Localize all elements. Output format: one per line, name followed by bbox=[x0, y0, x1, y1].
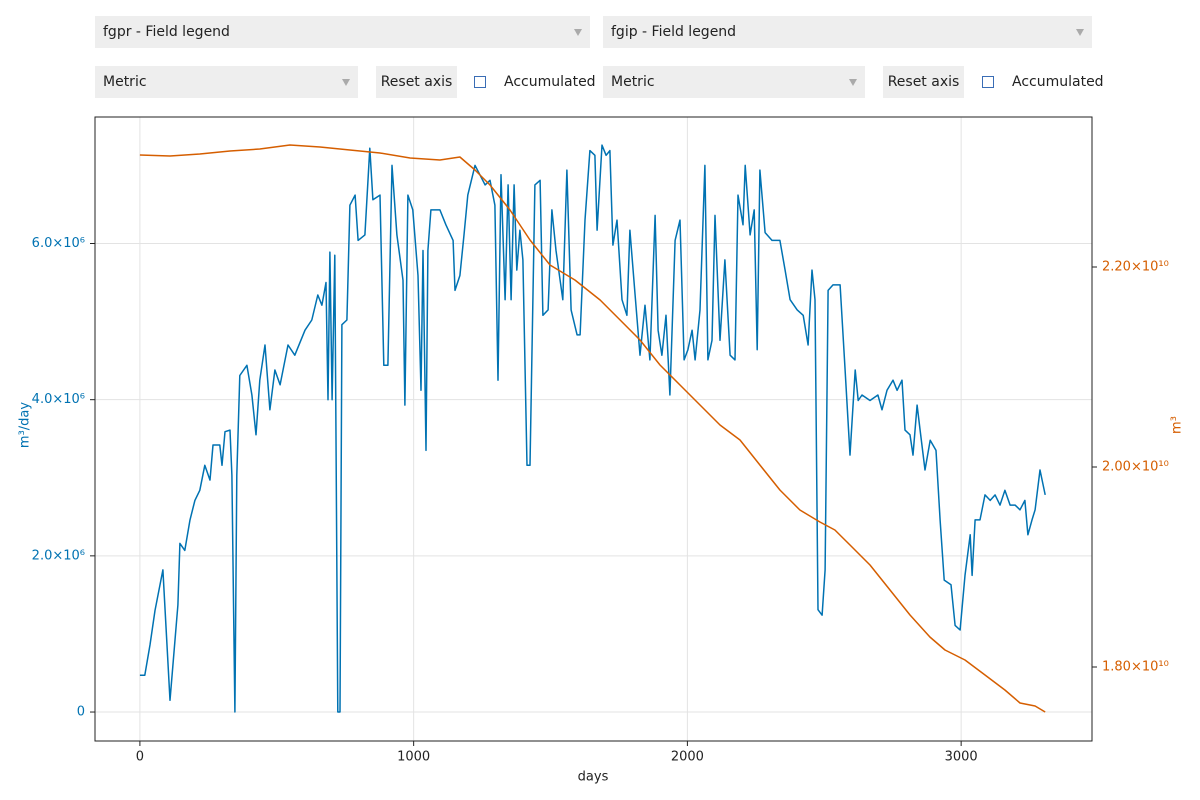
x-tick-label: 1000 bbox=[397, 750, 430, 765]
accumulated-checkbox[interactable] bbox=[474, 76, 486, 88]
x-tick-label: 3000 bbox=[945, 750, 978, 765]
unit-select-text: Metric bbox=[611, 74, 655, 90]
unit-select-text: Metric bbox=[103, 74, 147, 90]
series-line bbox=[139, 144, 1046, 713]
y2-tick-label: 2.20×10¹⁰ bbox=[1102, 260, 1169, 275]
series-line bbox=[139, 144, 1046, 713]
reset-button-text: Reset axis bbox=[380, 74, 453, 90]
x-tick-label: 2000 bbox=[671, 750, 704, 765]
plot-frame bbox=[94, 116, 1093, 742]
accumulated-label: Accumulated bbox=[1012, 74, 1104, 90]
y-tick-label: 6.0×10⁶ bbox=[32, 236, 85, 251]
unit-select[interactable]: Metric bbox=[603, 66, 865, 98]
accumulated-checkbox[interactable] bbox=[982, 76, 994, 88]
y2-tick-label: 2.00×10¹⁰ bbox=[1102, 460, 1169, 475]
y-tick-label: 0 bbox=[77, 705, 85, 720]
y2-tick-label: 1.80×10¹⁰ bbox=[1102, 660, 1169, 675]
accumulated-label: Accumulated bbox=[504, 74, 596, 90]
field-select-text: fgip - Field legend bbox=[611, 24, 737, 40]
y-axis-label: m³/day bbox=[18, 402, 33, 448]
reset-button[interactable]: Reset axis bbox=[376, 66, 457, 98]
reset-button[interactable]: Reset axis bbox=[883, 66, 964, 98]
field-select-text: fgpr - Field legend bbox=[103, 24, 230, 40]
x-axis-label: days bbox=[578, 770, 609, 785]
x-tick-label: 0 bbox=[136, 750, 144, 765]
unit-select[interactable]: Metric bbox=[95, 66, 358, 98]
field-select[interactable]: fgip - Field legend bbox=[603, 16, 1092, 48]
y-tick-label: 2.0×10⁶ bbox=[32, 548, 85, 563]
y-tick-label: 4.0×10⁶ bbox=[32, 392, 85, 407]
reset-button-text: Reset axis bbox=[887, 74, 960, 90]
field-select[interactable]: fgpr - Field legend bbox=[95, 16, 590, 48]
y2-axis-label: m³ bbox=[1170, 416, 1185, 434]
